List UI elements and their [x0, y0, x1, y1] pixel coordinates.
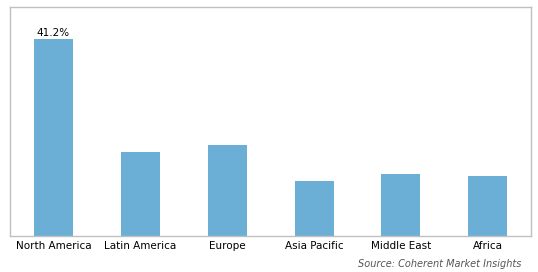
Bar	[381, 174, 421, 236]
Bar	[121, 152, 160, 236]
Bar	[468, 176, 507, 236]
Text: Source: Coherent Market Insights: Source: Coherent Market Insights	[358, 259, 522, 269]
Bar	[34, 39, 73, 236]
Bar	[294, 181, 334, 236]
Bar	[208, 145, 247, 236]
Text: 41.2%: 41.2%	[37, 28, 70, 38]
